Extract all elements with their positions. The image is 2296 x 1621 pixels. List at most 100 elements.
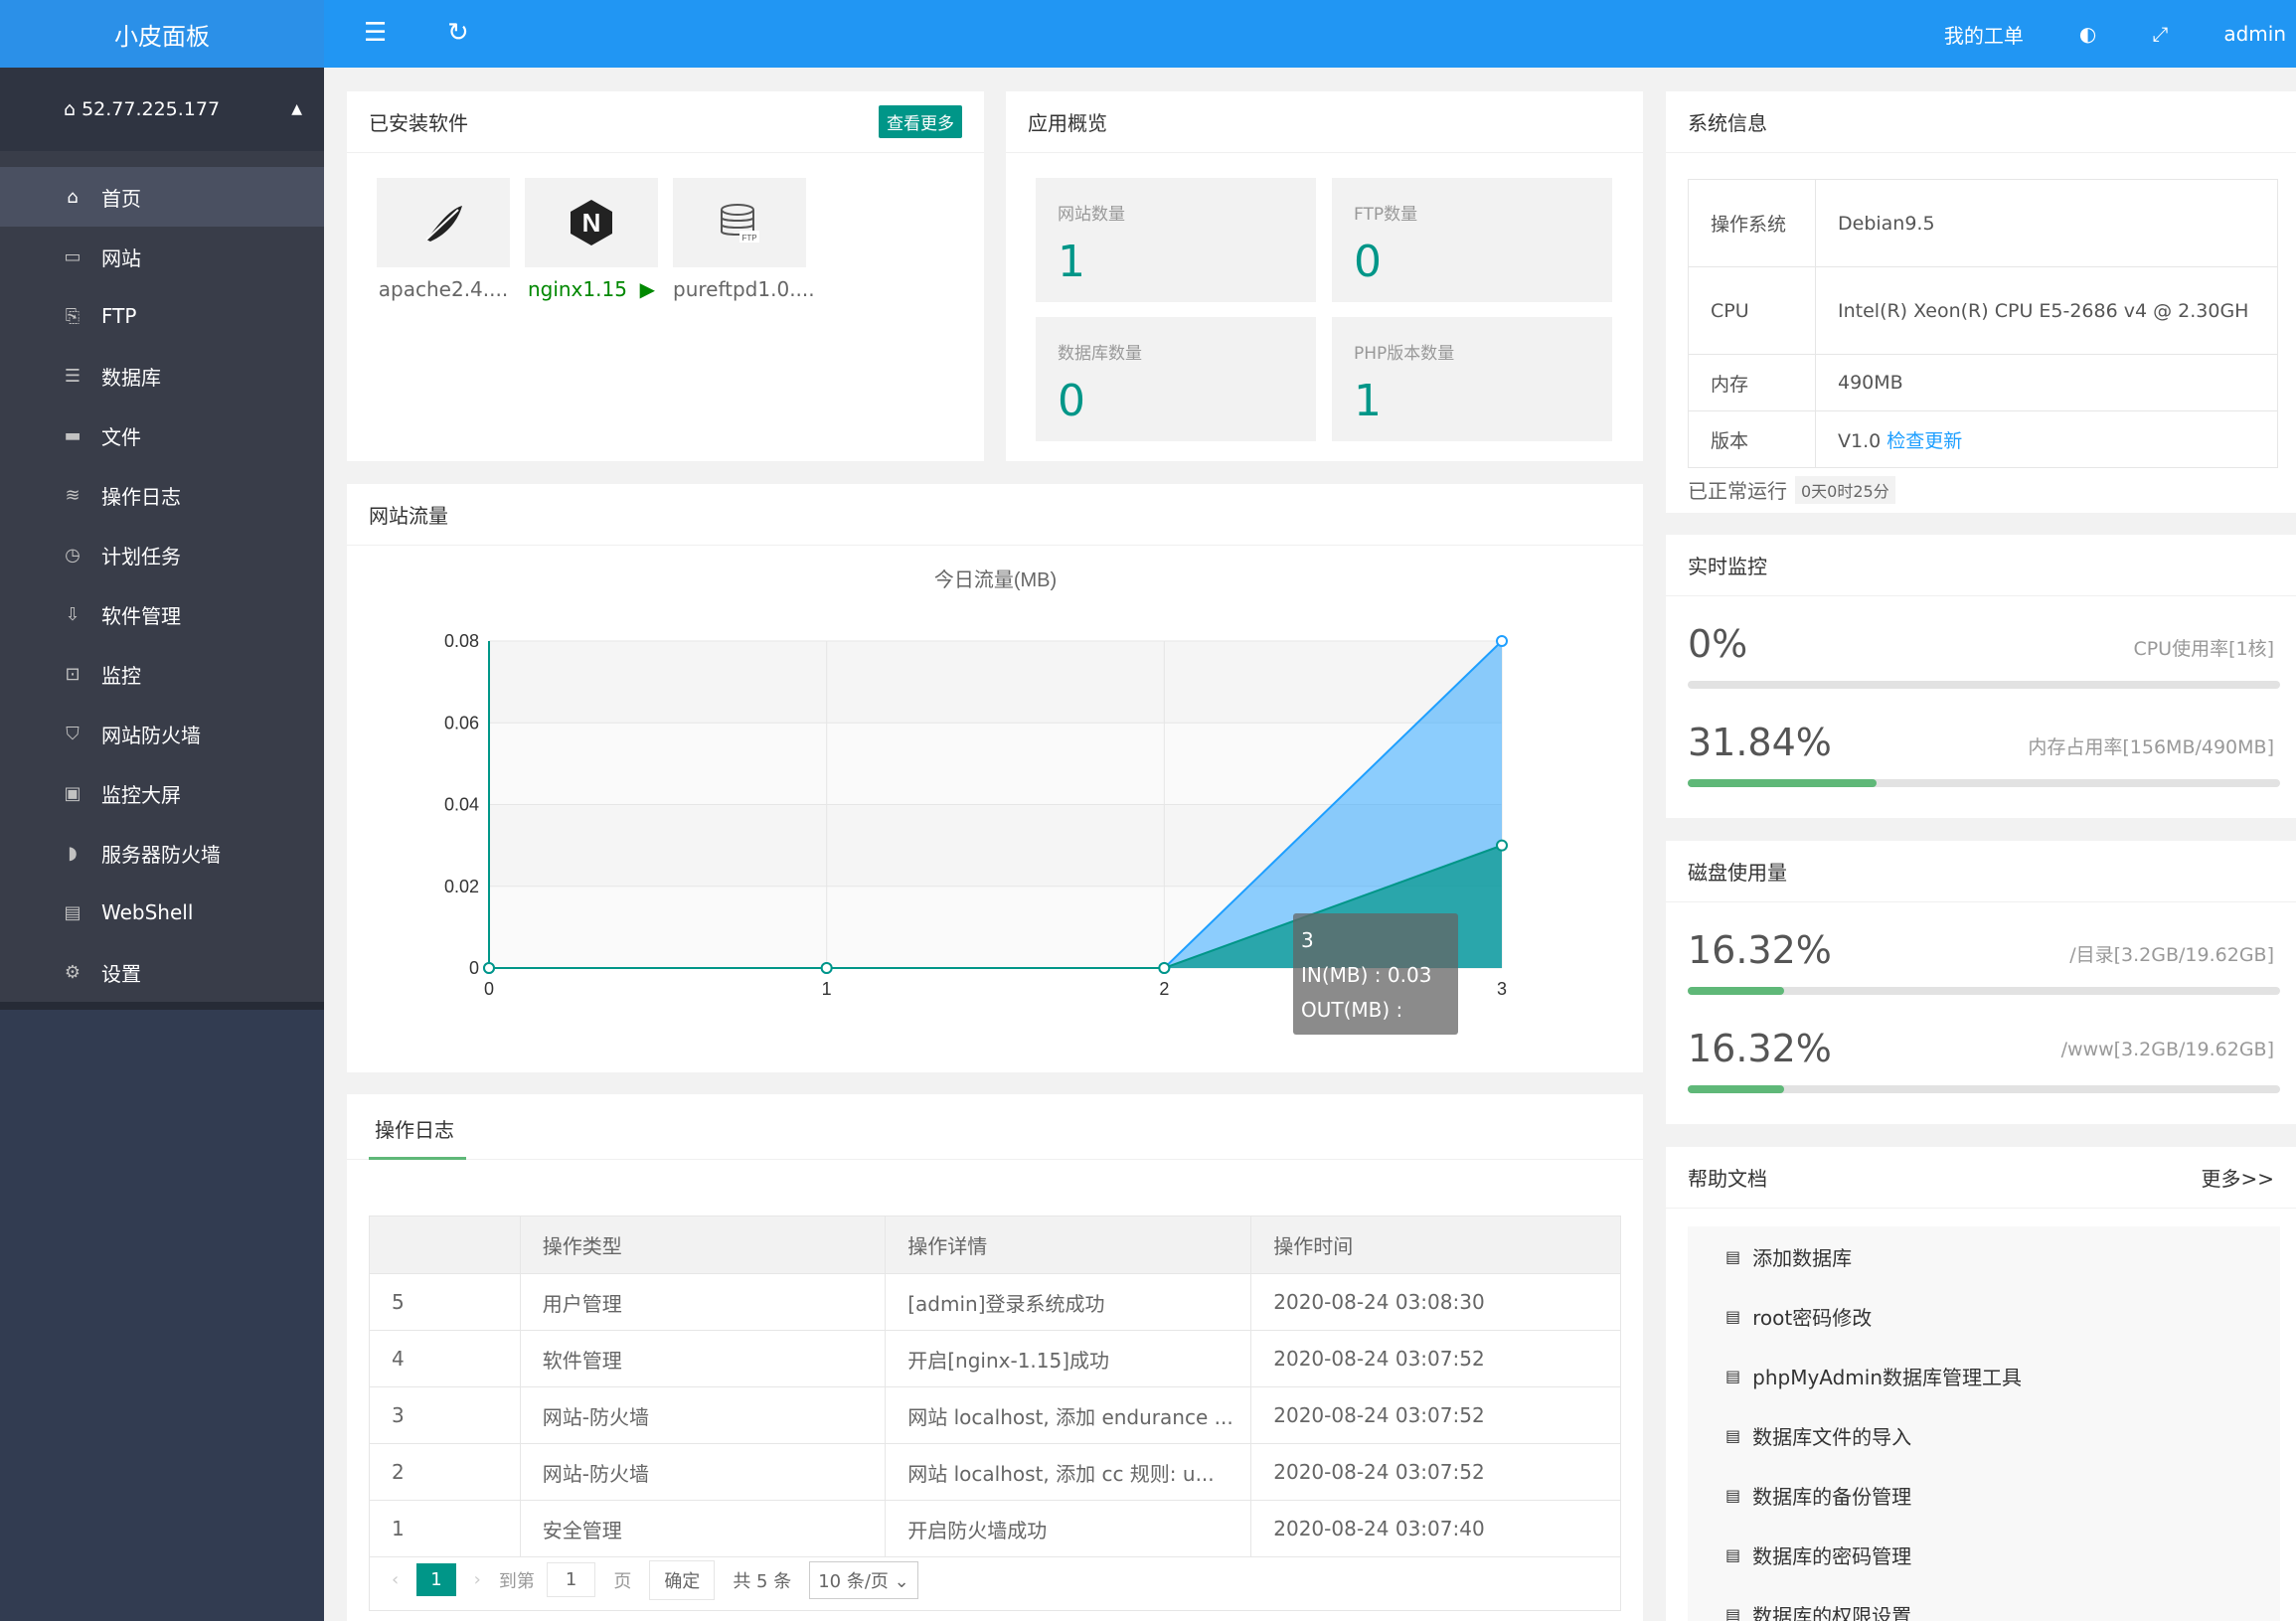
grid-band (489, 641, 1502, 724)
sidebar-item[interactable]: ◷ 计划任务 (0, 525, 324, 584)
data-point (1496, 839, 1508, 852)
sidebar-item[interactable]: ⚙ 设置 (0, 942, 324, 1002)
chart-monitor-icon: ⊡ (65, 663, 81, 685)
sidebar-item[interactable]: ⌂ 首页 (0, 167, 324, 227)
view-more-button[interactable]: 查看更多 (879, 105, 962, 138)
sidebar-item[interactable]: ≋ 操作日志 (0, 465, 324, 525)
sidebar-item[interactable]: ⇩ 软件管理 (0, 584, 324, 644)
system-info-panel: 系统信息 操作系统 Debian9.5 CPU Intel(R) Xeon(R) C… (1666, 91, 2296, 513)
confirm-button[interactable]: 确定 (649, 1559, 716, 1600)
column-header: 操作类型 (519, 1216, 887, 1274)
nginx-icon: N (571, 200, 612, 245)
software-apache[interactable]: apache2.4.... (377, 178, 510, 301)
column-header: 操作详情 (885, 1216, 1252, 1274)
svg-text:N: N (582, 208, 601, 238)
help-item[interactable]: ▤ phpMyAdmin数据库管理工具 (1688, 1346, 2280, 1405)
software-name: pureftpd1.0.... (673, 277, 815, 301)
disk-root-value: 16.32% (1688, 928, 1832, 972)
table-row: 3 网站-防火墙 网站 localhost, 添加 endurance ... 202… (369, 1386, 1621, 1444)
running-play-icon[interactable]: ▶ (639, 277, 656, 301)
folder-icon: ▬ (64, 424, 82, 446)
table-cell: 2020-08-24 03:07:52 (1250, 1386, 1621, 1444)
panel-title: 实时监控 (1688, 555, 1767, 578)
user-menu[interactable]: admin (2223, 22, 2286, 46)
chart-title: 今日流量(MB) (934, 568, 1057, 591)
help-item[interactable]: ▤ 数据库的权限设置 (1688, 1584, 2280, 1621)
help-more-link[interactable]: 更多>> (2201, 1167, 2274, 1191)
sidebar-item[interactable]: ☰ 数据库 (0, 346, 324, 405)
table-row: 1 安全管理 开启防火墙成功 2020-08-24 03:07:40 (369, 1500, 1621, 1557)
sidebar-item[interactable]: ◗ 服务器防火墙 (0, 823, 324, 883)
theme-palette-icon[interactable]: ◐ (2078, 22, 2097, 46)
current-page[interactable]: 1 (416, 1563, 456, 1596)
y-tick-label: 0.06 (444, 713, 479, 732)
software-pureftpd[interactable]: FTP pureftpd1.0.... (673, 178, 815, 301)
mem-usage-value: 31.84% (1688, 721, 1832, 764)
refresh-icon[interactable]: ↻ (447, 18, 469, 48)
table-cell: 安全管理 (519, 1500, 887, 1557)
info-key: 版本 (1688, 410, 1816, 468)
shield-icon: ⛉ (66, 723, 80, 744)
tooltip-title: 3 (1301, 928, 1314, 952)
software-nginx[interactable]: N nginx1.15 ▶ (525, 178, 658, 301)
help-item[interactable]: ▤ root密码修改 (1688, 1286, 2280, 1346)
panel-title: 应用概览 (1028, 111, 1107, 135)
collapse-menu-icon[interactable]: ☰ (364, 18, 388, 48)
table-row: 5 用户管理 [admin]登录系统成功 2020-08-24 03:08:30 (369, 1273, 1621, 1331)
x-tick-label: 1 (822, 979, 832, 999)
table-cell: 网站-防火墙 (519, 1443, 887, 1501)
document-icon: ▤ (1725, 1425, 1741, 1445)
goto-label: 到第 (498, 1570, 535, 1592)
sidebar-item[interactable]: ▭ 网站 (0, 227, 324, 286)
page-size-select[interactable]: 10 条/页 ⌄ (809, 1560, 918, 1599)
sidebar-item[interactable]: ▣ 监控大屏 (0, 763, 324, 823)
help-item[interactable]: ▤ 数据库文件的导入 (1688, 1405, 2280, 1465)
help-item-label: phpMyAdmin数据库管理工具 (1752, 1365, 2023, 1389)
home-icon: ⌂ (67, 186, 79, 208)
page-input[interactable]: 1 (546, 1562, 596, 1597)
table-cell: 2020-08-24 03:07:52 (1250, 1443, 1621, 1501)
info-key: CPU (1688, 266, 1816, 355)
info-value: V1.0 检查更新 (1815, 410, 2278, 468)
table-cell: 5 (369, 1273, 521, 1331)
y-tick-label: 0.02 (444, 877, 479, 896)
help-item[interactable]: ▤ 添加数据库 (1688, 1226, 2280, 1286)
sidebar-item[interactable]: ▤ WebShell (0, 883, 324, 942)
chevron-down-icon: ⌄ (894, 1570, 909, 1592)
my-tickets-link[interactable]: 我的工单 (1943, 23, 2024, 48)
help-item[interactable]: ▤ 数据库的备份管理 (1688, 1465, 2280, 1525)
prev-page-icon[interactable]: ‹ (392, 1569, 400, 1590)
x-tick-label: 3 (1497, 979, 1507, 999)
table-cell: 网站 localhost, 添加 cc 规则: u... (885, 1443, 1252, 1501)
help-docs-panel: 帮助文档 更多>> ▤ 添加数据库 ▤ root密码修改 ▤ phpMyAdmin数据库管… (1666, 1147, 2296, 1621)
table-cell: 网站-防火墙 (519, 1386, 887, 1444)
check-update-link[interactable]: 检查更新 (1886, 429, 1963, 452)
next-page-icon[interactable]: › (473, 1569, 481, 1590)
ftp-database-icon: FTP (721, 204, 759, 243)
sidebar-item[interactable]: ⛉ 网站防火墙 (0, 704, 324, 763)
screen-icon: ▣ (64, 782, 82, 804)
disk-www-value: 16.32% (1688, 1027, 1832, 1070)
total-count: 共 5 条 (733, 1570, 792, 1592)
sidebar-item[interactable]: ⊡ 监控 (0, 644, 324, 704)
ftp-icon: ⎘ (65, 305, 81, 327)
terminal-icon: ▤ (64, 901, 82, 923)
caret-up-icon: ▲ (291, 101, 302, 117)
x-tick-label: 0 (484, 979, 494, 999)
software-name: nginx1.15 ▶ (527, 277, 656, 301)
mem-usage-label: 内存占用率[156MB/490MB] (2028, 736, 2274, 758)
info-value: Debian9.5 (1815, 179, 2278, 267)
help-item[interactable]: ▤ 数据库的密码管理 (1688, 1525, 2280, 1584)
help-item-label: root密码修改 (1752, 1305, 1873, 1330)
table-cell: 网站 localhost, 添加 endurance ... (885, 1386, 1252, 1444)
sidebar-item[interactable]: ⎘ FTP (0, 286, 324, 346)
sidebar-item[interactable]: ▬ 文件 (0, 405, 324, 465)
traffic-chart: 今日流量(MB) 0 0.02 0.04 0.06 0.08 0 1 2 3 (444, 568, 1508, 999)
data-point (483, 962, 495, 974)
fullscreen-icon[interactable]: ⤢ (2152, 22, 2169, 46)
server-selector[interactable]: ⌂ 52.77.225.177 ▲ (0, 68, 324, 151)
tab-operation-log[interactable]: 操作日志 (375, 1118, 454, 1142)
operation-log-panel: 操作日志 操作类型 操作详情 操作时间 5 用户管理 [admin]登录系统成功 2020… (347, 1094, 1643, 1621)
sidebar-item-label: 网站 (101, 245, 141, 270)
y-tick-label: 0.08 (444, 631, 479, 651)
